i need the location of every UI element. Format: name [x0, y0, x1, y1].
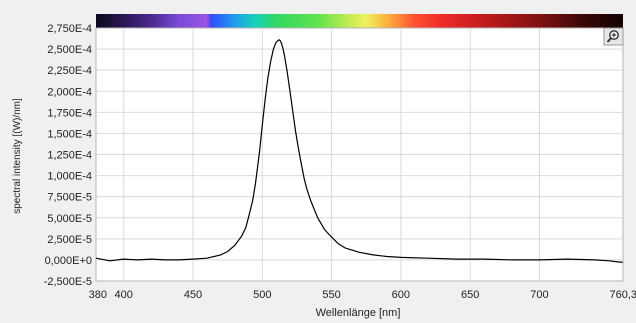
- y-tick-label: 2,750E-4: [47, 23, 92, 35]
- x-axis-label: Wellenlänge [nm]: [316, 307, 401, 319]
- y-tick-label: 0,000E+0: [45, 255, 92, 267]
- y-tick-label: 1,500E-4: [47, 128, 92, 140]
- x-tick-label: 600: [392, 289, 410, 301]
- y-axis-label: spectral intensity [(W)/nm]: [12, 98, 23, 214]
- y-tick-label: 5,000E-5: [47, 213, 92, 225]
- y-tick-label: 7,500E-5: [47, 192, 92, 204]
- spectrum-color-bar: [96, 14, 623, 28]
- y-tick-label: 2,500E-4: [47, 44, 92, 56]
- x-tick-label: 400: [115, 289, 133, 301]
- x-tick-label: 650: [461, 289, 479, 301]
- y-tick-label: 1,250E-4: [47, 150, 92, 162]
- x-tick-label: 450: [184, 289, 202, 301]
- series-layer[interactable]: [95, 39, 623, 263]
- zoom-button[interactable]: [603, 27, 624, 46]
- y-tick-label: 2,000E-4: [47, 86, 92, 98]
- x-tick-label: 760,3: [609, 289, 636, 301]
- spectrum-series-line[interactable]: [95, 39, 623, 263]
- y-tick-label: 1,000E-4: [47, 171, 92, 183]
- x-tick-label: 550: [322, 289, 340, 301]
- y-tick-label: -2,500E-5: [44, 276, 92, 288]
- x-axis-ticks: 380 400 450 500 550 600 650 700 760,3: [89, 289, 636, 301]
- x-tick-label: 380: [89, 289, 107, 301]
- y-tick-label: 2,250E-4: [47, 65, 92, 77]
- y-tick-label: 1,750E-4: [47, 107, 92, 119]
- y-tick-label: 2,500E-5: [47, 234, 92, 246]
- y-axis-ticks: 2,750E-4 2,500E-4 2,250E-4 2,000E-4 1,750E-4…: [44, 23, 92, 288]
- x-tick-label: 500: [253, 289, 271, 301]
- magnifier-icon: [606, 30, 619, 43]
- x-tick-label: 700: [530, 289, 548, 301]
